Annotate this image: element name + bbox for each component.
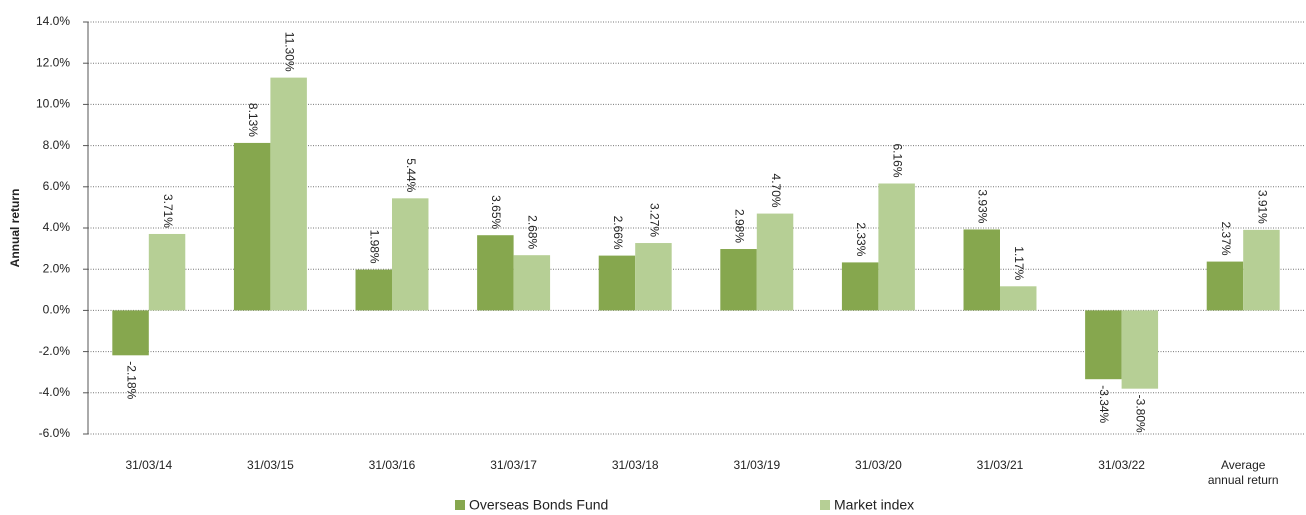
data-label: 1.17% xyxy=(1012,246,1026,280)
bar xyxy=(878,183,915,311)
data-label: 11.30% xyxy=(282,32,296,72)
data-label: 4.70% xyxy=(769,174,783,208)
bar xyxy=(635,243,672,311)
x-tick-label: 31/03/18 xyxy=(611,458,659,472)
data-label: 3.93% xyxy=(976,189,990,223)
y-tick-label: 2.0% xyxy=(43,261,71,275)
bar xyxy=(1085,310,1122,380)
bar xyxy=(756,213,794,311)
bar xyxy=(598,255,636,311)
y-tick-label: 8.0% xyxy=(43,138,71,152)
data-label: -3.34% xyxy=(1097,385,1111,423)
data-label: 2.68% xyxy=(526,215,540,249)
data-label: 6.16% xyxy=(890,143,904,177)
data-label: 3.27% xyxy=(647,203,661,237)
bar xyxy=(270,77,307,311)
data-label: 2.37% xyxy=(1219,222,1233,256)
x-tick-label: 31/03/15 xyxy=(247,458,294,472)
y-tick-label: 12.0% xyxy=(36,55,70,69)
data-label: 2.33% xyxy=(854,222,868,256)
y-tick-label: 6.0% xyxy=(43,179,71,193)
bar xyxy=(513,255,551,311)
y-tick-label: 10.0% xyxy=(36,97,70,111)
x-tick-label: 31/03/20 xyxy=(855,458,902,472)
bar xyxy=(1206,261,1244,311)
bar xyxy=(1000,286,1037,311)
bar xyxy=(963,229,1000,311)
x-tick-label: 31/03/19 xyxy=(733,458,781,472)
y-tick-label: 4.0% xyxy=(43,220,71,234)
x-tick-label: 31/03/17 xyxy=(490,458,537,472)
y-tick-label: 14.0% xyxy=(36,14,70,28)
bar xyxy=(1121,310,1159,389)
bar xyxy=(720,249,757,311)
bar xyxy=(355,269,392,311)
x-tick-label: 31/03/21 xyxy=(976,458,1024,472)
data-label: 3.71% xyxy=(161,194,175,228)
data-label: 3.65% xyxy=(489,195,503,229)
bar xyxy=(112,310,149,356)
data-label: -3.80% xyxy=(1134,395,1148,433)
y-tick-label: -4.0% xyxy=(39,385,71,399)
x-tick-label: 31/03/22 xyxy=(1098,458,1145,472)
bar xyxy=(1243,229,1280,311)
x-tick-label: 31/03/16 xyxy=(368,458,416,472)
y-tick-label: -6.0% xyxy=(39,426,71,440)
legend-swatch xyxy=(455,500,465,510)
data-label: -2.18% xyxy=(124,361,138,399)
data-label: 1.98% xyxy=(368,230,382,264)
x-tick-label: Average annual return xyxy=(1207,458,1279,487)
x-tick-label: 31/03/14 xyxy=(125,458,173,472)
data-label: 8.13% xyxy=(246,103,260,137)
legend-label: Overseas Bonds Fund xyxy=(469,497,608,513)
bar xyxy=(148,233,186,311)
data-label: 3.91% xyxy=(1255,190,1269,224)
legend-swatch xyxy=(820,500,830,510)
bar xyxy=(841,262,879,311)
bar xyxy=(477,235,514,311)
legend-label: Market index xyxy=(834,497,914,513)
data-label: 2.66% xyxy=(611,216,625,250)
data-label: 2.98% xyxy=(732,209,746,243)
bar xyxy=(392,198,429,311)
y-tick-label: -2.0% xyxy=(39,344,71,358)
y-tick-label: 0.0% xyxy=(43,303,71,317)
bar xyxy=(233,142,271,311)
y-axis-label: Annual return xyxy=(8,189,22,268)
data-label: 5.44% xyxy=(404,158,418,192)
